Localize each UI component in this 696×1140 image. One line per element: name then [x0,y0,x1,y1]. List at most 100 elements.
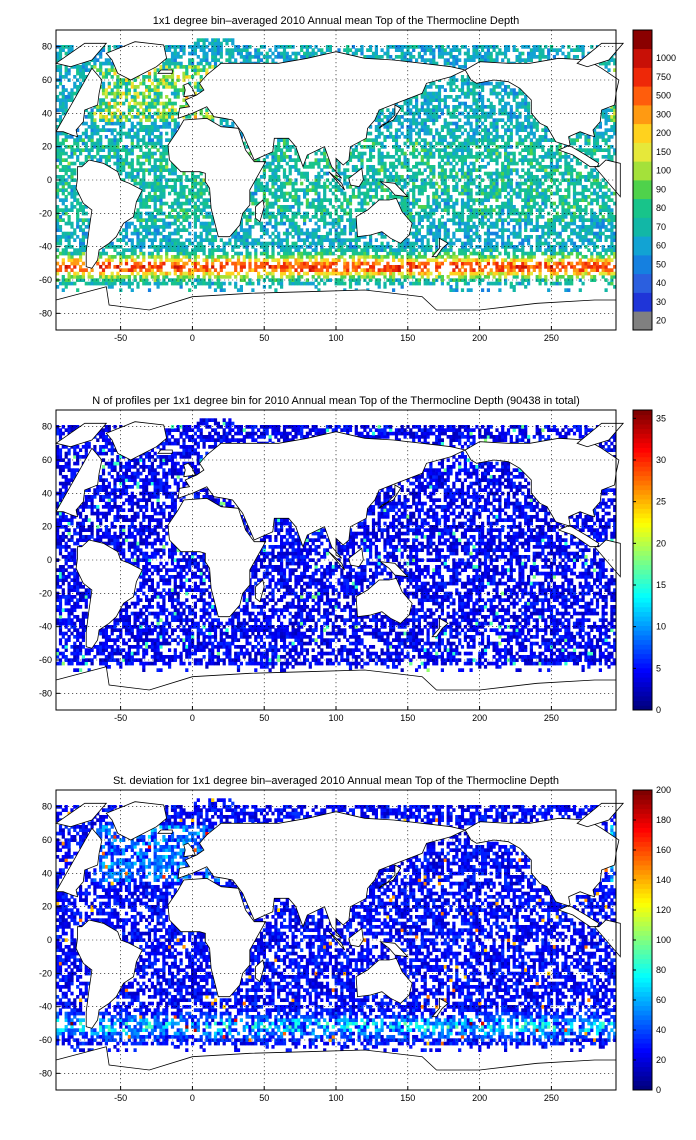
data-cell [303,161,307,166]
data-cell [518,191,522,196]
data-cell [538,241,542,246]
data-cell [211,255,215,259]
data-cell [291,228,295,232]
data-cell [555,188,559,192]
data-cell [127,161,131,166]
data-cell [590,155,594,159]
data-cell [162,278,166,282]
data-cell [303,191,307,196]
data-cell [374,281,378,286]
data-cell [426,148,430,152]
data-cell [535,161,539,166]
data-cell [601,201,605,206]
data-cell [150,225,154,229]
data-cell [469,195,473,199]
data-cell [265,228,269,232]
data-cell [288,261,292,266]
data-cell [191,271,195,276]
data-cell [182,241,186,246]
data-cell [202,208,206,212]
data-cell [532,201,536,206]
data-cell [437,231,442,236]
data-cell [581,191,585,196]
data-cell [133,228,137,232]
data-cell [311,198,315,202]
data-cell [259,225,264,229]
data-cell [291,181,295,186]
data-cell [139,241,143,246]
data-cell [251,195,255,199]
data-cell [590,241,594,246]
data-cell [282,155,287,159]
data-cell [590,171,594,176]
data-cell [498,175,502,179]
data-cell [524,178,528,182]
data-cell [518,265,522,269]
data-cell [248,268,252,272]
data-cell [145,268,149,272]
data-cell [412,221,416,226]
data-cell [538,138,542,142]
data-cell [386,261,390,266]
data-cell [478,238,482,242]
data-cell [587,138,591,142]
data-cell [463,268,467,272]
data-cell [153,161,157,166]
data-cell [314,215,318,219]
data-cell [564,151,568,156]
data-cell [196,235,200,239]
data-cell [346,248,350,252]
data-cell [168,278,172,282]
data-cell [291,265,295,269]
data-cell [308,251,312,256]
data-cell [297,205,301,209]
data-cell [492,181,496,186]
data-cell [383,188,387,192]
data-cell [343,231,347,236]
data-cell [501,235,505,239]
data-cell [64,235,68,239]
data-cell [613,255,617,259]
data-cell [145,275,149,279]
data-cell [527,161,531,166]
data-cell [521,278,525,282]
data-cell [325,238,330,242]
data-cell [297,201,301,206]
data-cell [317,271,321,276]
data-cell [377,231,381,236]
data-cell [483,275,488,279]
data-cell [159,268,163,272]
data-cell [486,175,490,179]
data-cell [406,238,410,242]
data-cell [483,248,488,252]
data-cell [119,158,123,162]
data-cell [363,195,367,199]
data-cell [274,188,278,192]
data-cell [504,278,508,282]
data-cell [535,121,539,126]
data-cell [193,251,197,256]
data-cell [544,165,548,169]
data-cell [153,228,157,232]
data-cell [527,275,531,279]
data-cell [506,251,511,256]
data-cell [515,168,519,172]
data-cell [541,175,545,179]
data-cell [76,201,80,206]
data-cell [478,198,482,202]
data-cell [466,238,470,242]
data-cell [139,221,143,226]
data-cell [460,141,465,146]
data-cell [317,275,321,279]
data-cell [598,135,602,139]
data-cell [265,198,269,202]
data-cell [300,281,304,286]
data-cell [432,281,436,286]
data-cell [228,241,232,246]
data-cell [570,278,574,282]
data-cell [506,185,511,189]
data-cell [452,138,456,142]
data-cell [288,231,292,236]
data-cell [478,251,482,256]
data-cell [320,211,324,216]
